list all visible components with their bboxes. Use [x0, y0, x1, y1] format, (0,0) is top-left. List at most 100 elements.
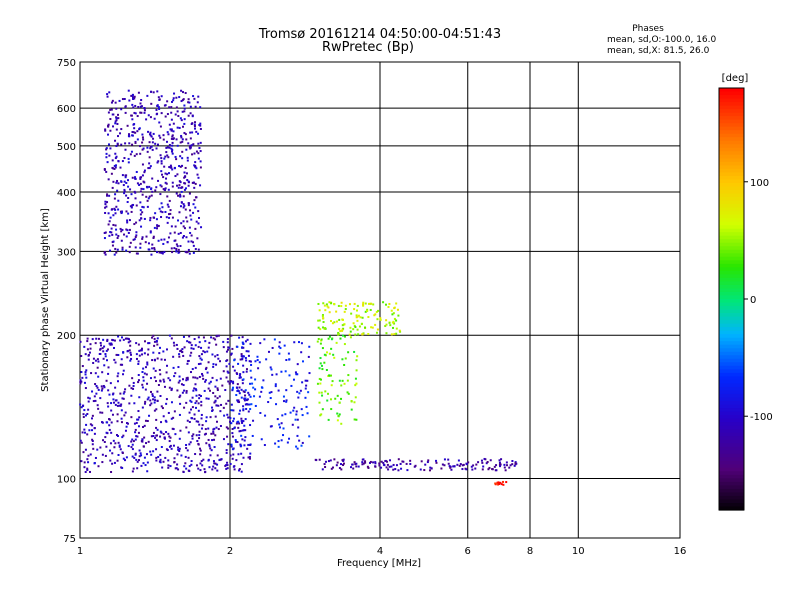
data-point — [147, 348, 150, 351]
data-point — [194, 376, 197, 379]
colorbar-segment — [719, 390, 744, 395]
data-point — [108, 428, 111, 431]
data-point — [128, 251, 131, 254]
data-point — [117, 117, 120, 120]
data-point — [333, 458, 336, 461]
data-point — [190, 234, 193, 237]
data-point — [243, 399, 246, 402]
data-point — [120, 230, 123, 233]
data-point — [208, 443, 211, 446]
data-point — [333, 302, 336, 305]
data-point — [168, 386, 171, 389]
data-point — [204, 471, 207, 474]
data-point — [137, 431, 140, 434]
data-point — [83, 428, 86, 431]
data-point — [150, 135, 153, 138]
data-point — [212, 432, 215, 435]
data-point — [362, 304, 365, 307]
data-point — [189, 214, 192, 217]
data-point — [184, 133, 187, 136]
data-point — [252, 419, 255, 422]
data-point — [87, 353, 90, 356]
colorbar-segment — [719, 109, 744, 114]
data-point — [152, 237, 155, 240]
data-point — [105, 147, 108, 150]
data-point — [181, 378, 184, 381]
data-point — [170, 111, 173, 114]
colorbar-segment — [719, 358, 744, 363]
data-point — [282, 400, 285, 403]
data-point — [169, 164, 172, 167]
data-point — [374, 461, 377, 464]
data-point — [341, 459, 344, 462]
data-point — [132, 203, 135, 206]
colorbar-segment — [719, 284, 744, 290]
data-point — [168, 435, 171, 438]
data-point — [194, 388, 197, 391]
data-point — [199, 357, 202, 360]
data-point — [146, 199, 149, 202]
x-tick-label: 4 — [377, 546, 383, 557]
data-point — [176, 463, 179, 466]
data-point — [91, 443, 94, 446]
data-point — [186, 156, 189, 159]
data-point — [146, 398, 149, 401]
data-point — [133, 95, 136, 98]
data-point — [136, 467, 139, 470]
data-point — [198, 430, 201, 433]
data-point — [375, 310, 378, 313]
data-point — [287, 352, 290, 355]
data-point — [141, 438, 144, 441]
data-point — [195, 167, 198, 170]
data-point — [222, 340, 225, 343]
data-point — [278, 352, 281, 355]
data-point — [270, 391, 273, 394]
data-point — [395, 302, 398, 305]
data-point — [113, 461, 116, 464]
data-point — [328, 374, 331, 377]
data-point — [180, 89, 183, 92]
colorbar-segment — [719, 175, 744, 181]
data-point — [264, 414, 267, 417]
data-point — [137, 418, 140, 421]
data-point — [307, 355, 310, 358]
data-point — [170, 106, 173, 109]
data-point — [139, 190, 142, 193]
colorbar-segment — [719, 309, 744, 314]
data-point — [279, 347, 282, 350]
data-point — [304, 387, 307, 390]
colorbar-segment — [719, 295, 744, 300]
data-point — [89, 423, 92, 426]
data-point — [203, 433, 206, 436]
data-point — [161, 211, 164, 214]
data-point — [131, 143, 134, 146]
data-point — [237, 400, 240, 403]
data-point — [83, 431, 86, 434]
data-point — [99, 411, 102, 414]
data-point — [165, 402, 168, 405]
data-point — [356, 328, 359, 331]
data-point — [177, 446, 180, 449]
data-point — [443, 458, 446, 461]
data-point — [87, 461, 90, 464]
colorbar-tick-label: 0 — [750, 295, 756, 306]
data-point — [184, 175, 187, 178]
data-point — [329, 319, 332, 322]
data-point — [123, 190, 126, 193]
data-point — [458, 464, 461, 467]
data-point — [197, 467, 200, 470]
data-point — [183, 346, 186, 349]
data-point — [193, 338, 196, 341]
data-point — [135, 170, 138, 173]
data-point — [177, 448, 180, 451]
data-point — [244, 436, 247, 439]
data-point — [193, 413, 196, 416]
data-point — [393, 322, 396, 325]
data-point — [132, 98, 135, 101]
data-point — [105, 379, 108, 382]
data-point — [199, 150, 202, 153]
data-point — [144, 388, 147, 391]
data-point — [196, 173, 199, 176]
data-point — [504, 469, 507, 472]
data-point — [297, 426, 300, 429]
